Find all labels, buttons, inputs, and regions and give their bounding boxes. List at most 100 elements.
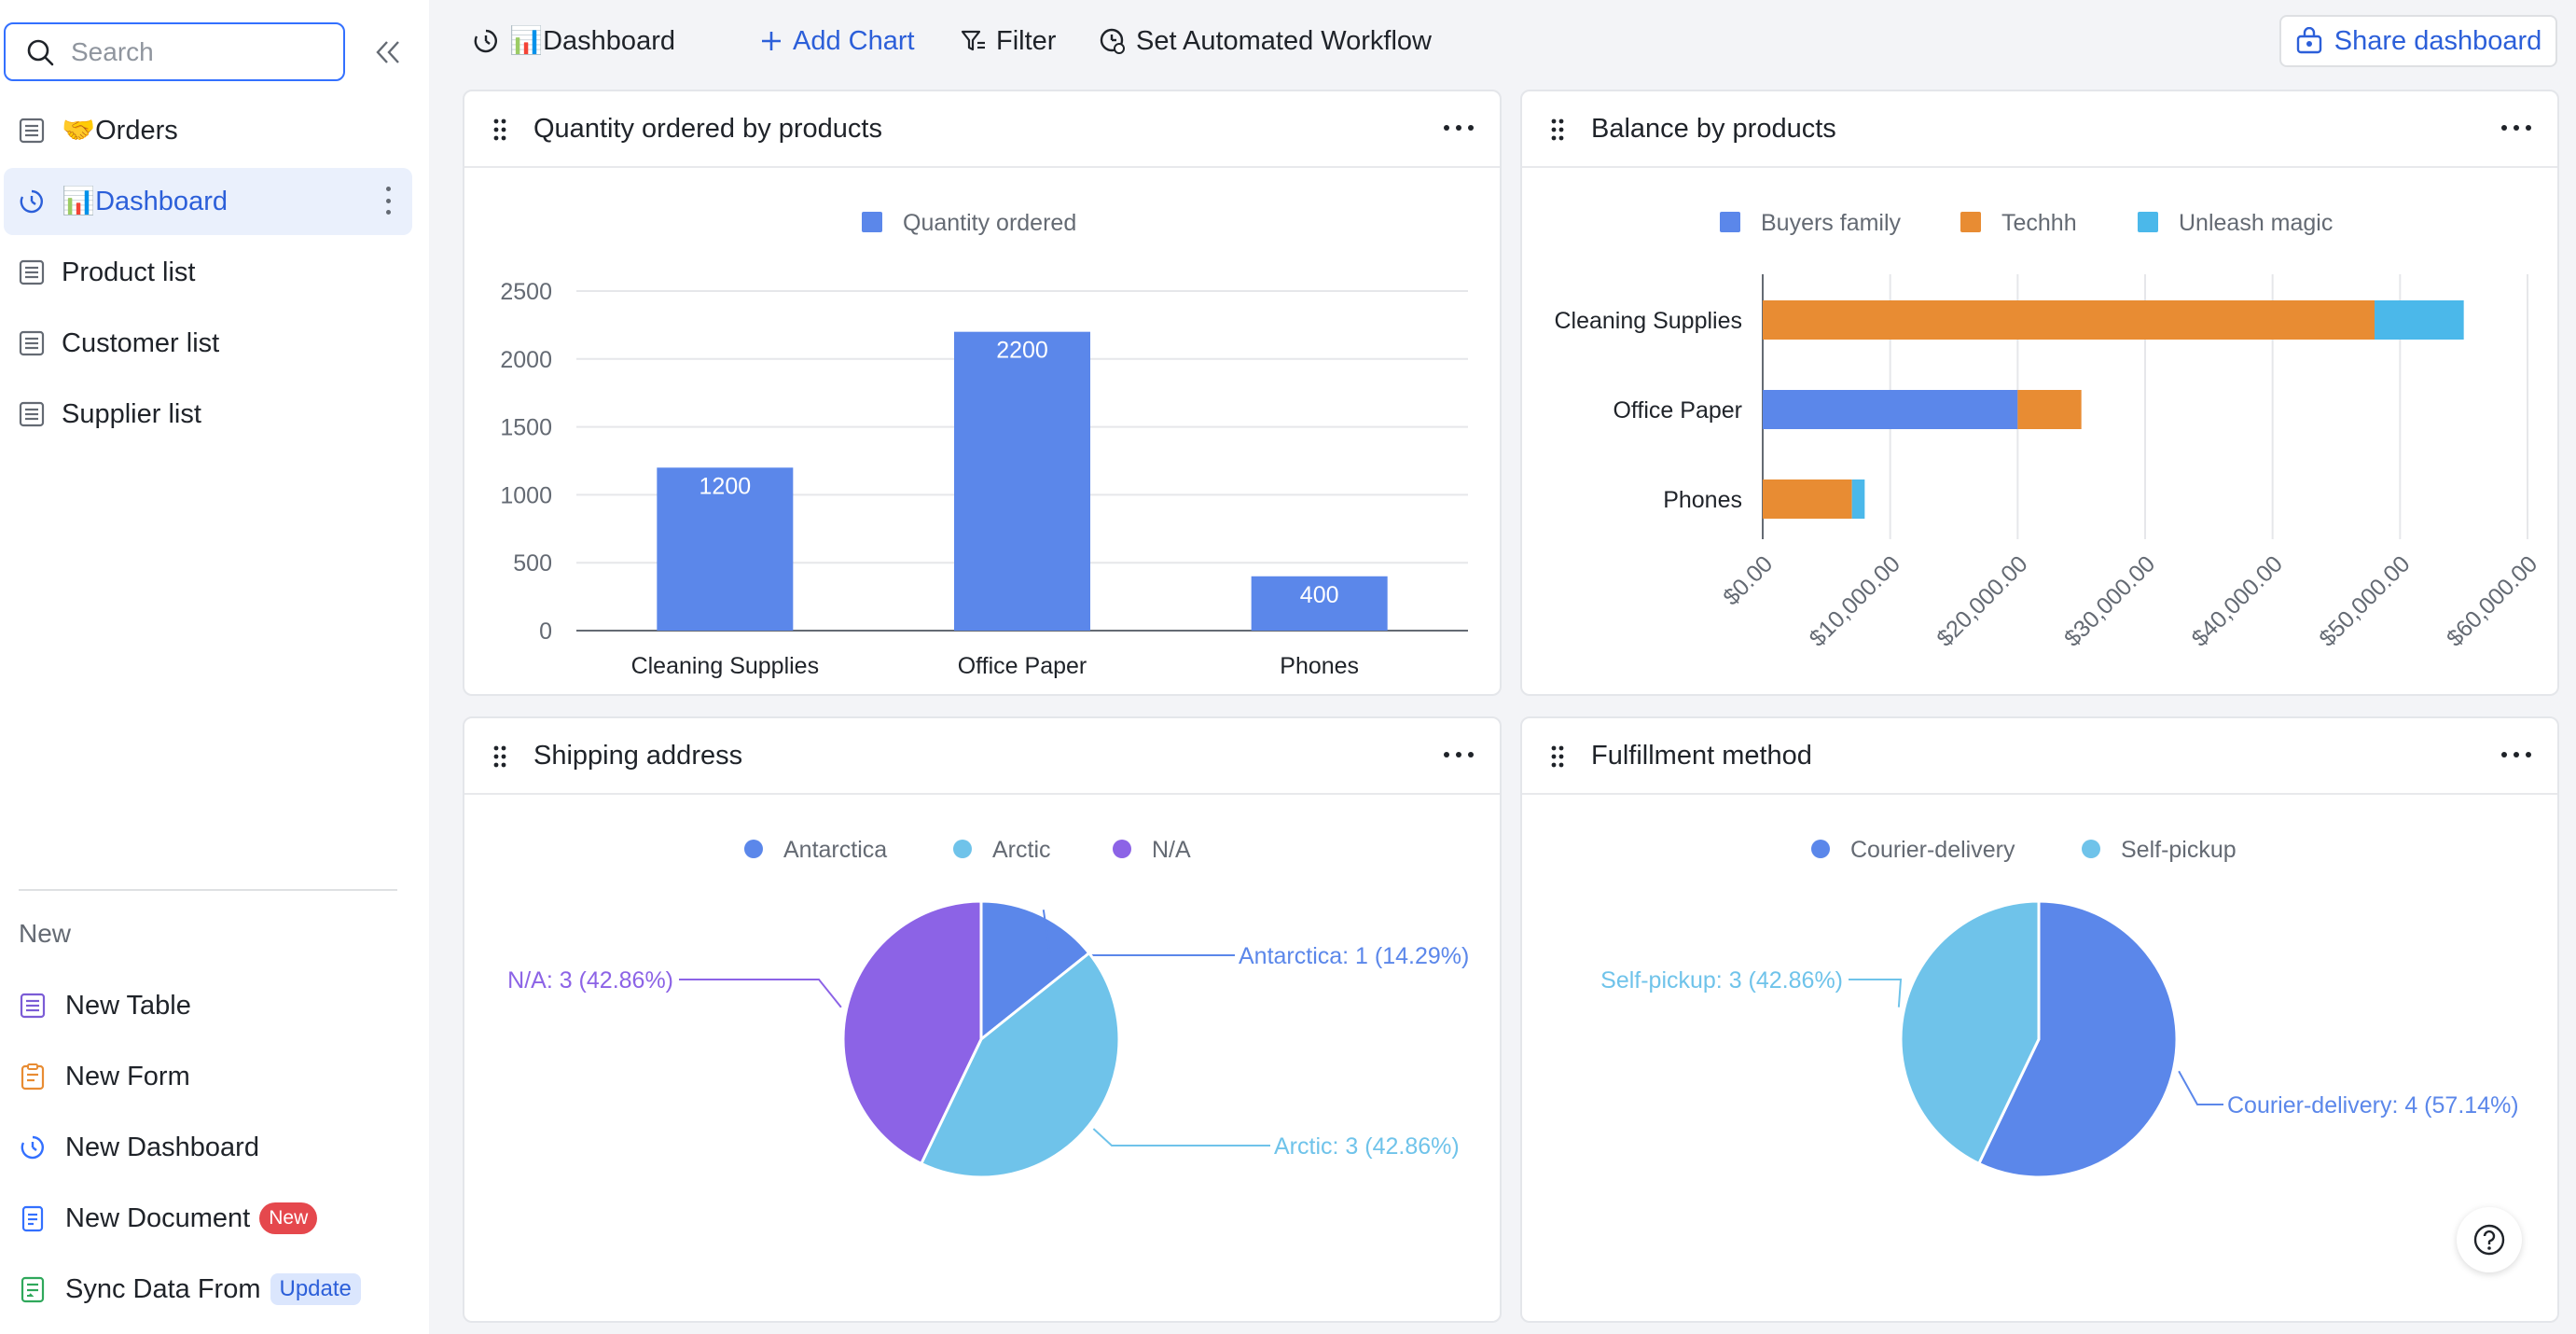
slice-label: Arctic: 3 (42.86%)	[1274, 1133, 1460, 1160]
x-tick-label: Phones	[1280, 653, 1359, 679]
legend-dot	[744, 840, 763, 858]
search-icon	[27, 39, 54, 65]
sidebar-item-dashboard[interactable]: 📊Dashboard	[4, 168, 412, 235]
top-toolbar: 📊Dashboard Add Chart Filter Set Automate…	[429, 0, 2576, 84]
x-tick-label: $40,000.00	[2187, 550, 2288, 651]
sidebar-item-label: Product list	[62, 257, 196, 287]
sidebar-item-label: 🤝Orders	[62, 116, 178, 146]
chart-card-quantity: Quantity ordered by products Quantity or…	[463, 90, 1502, 696]
drag-handle-icon[interactable]	[1550, 118, 1565, 142]
new-table-button[interactable]: New Table	[4, 975, 414, 1036]
drag-handle-icon[interactable]	[1550, 744, 1565, 769]
card-header: Balance by products	[1522, 91, 2557, 168]
chart-card-fulfillment: Fulfillment method Courier-delivery Self-…	[1520, 716, 2559, 1323]
new-item-label: New Document	[65, 1202, 251, 1233]
dashboard-icon	[474, 29, 497, 53]
dashboard-icon	[20, 189, 43, 214]
update-badge: Update	[270, 1273, 361, 1305]
pie-chart-fulfillment: Courier-delivery Self-pickup Courier-deliv…	[1600, 837, 2519, 1179]
drag-handle-icon[interactable]	[492, 744, 507, 769]
filter-icon	[961, 30, 985, 51]
card-title: Shipping address	[533, 741, 743, 771]
legend-label: Self-pickup	[2121, 837, 2237, 863]
plus-icon	[762, 32, 781, 50]
collapse-sidebar-button[interactable]	[369, 34, 407, 71]
y-tick-label: Cleaning Supplies	[1554, 308, 1742, 334]
new-item-label: New Dashboard	[65, 1132, 259, 1162]
new-dashboard-button[interactable]: New Dashboard	[4, 1117, 414, 1178]
leader-line	[679, 979, 842, 1008]
x-tick-label: $50,000.00	[2314, 550, 2415, 651]
document-icon	[21, 1205, 44, 1232]
y-tick-label: 500	[513, 550, 552, 577]
more-options-icon[interactable]	[1444, 125, 1474, 132]
sidebar-item-supplier-list[interactable]: Supplier list	[4, 381, 412, 448]
dashboard-icon	[21, 1135, 44, 1160]
new-document-button[interactable]: New Document New	[4, 1188, 414, 1249]
sidebar-divider	[19, 889, 397, 891]
x-tick-label: Office Paper	[958, 653, 1087, 679]
set-workflow-button[interactable]: Set Automated Workflow	[1099, 21, 1432, 62]
x-tick-label: Cleaning Supplies	[631, 653, 820, 679]
more-options-icon[interactable]	[384, 187, 392, 215]
pie-slice	[1899, 899, 2041, 1166]
card-title: Balance by products	[1591, 114, 1836, 144]
search-box[interactable]: Search	[4, 22, 345, 81]
dashboard-title: 📊Dashboard	[472, 21, 675, 62]
y-tick-label: Phones	[1663, 487, 1742, 513]
bar	[657, 467, 794, 631]
bar	[1251, 576, 1388, 631]
sidebar-item-orders[interactable]: 🤝Orders	[4, 97, 412, 164]
more-options-icon[interactable]	[2501, 125, 2531, 132]
bar-chart-quantity: Quantity ordered 0 500 1000 1500 2000 2500 1200…	[500, 210, 1468, 679]
bar-value-label: 2200	[996, 338, 1048, 364]
bar-segment	[1763, 390, 2018, 429]
y-tick-label: 0	[539, 618, 552, 645]
x-tick-label: $20,000.00	[1932, 550, 2032, 651]
sync-icon	[21, 1276, 45, 1303]
workflow-icon	[1100, 28, 1125, 54]
bar-segment	[1763, 300, 2375, 340]
add-chart-button[interactable]: Add Chart	[759, 21, 915, 62]
bar-segment	[2375, 300, 2464, 340]
more-options-icon[interactable]	[2501, 752, 2531, 759]
more-options-icon[interactable]	[1444, 752, 1474, 759]
pie-slice	[841, 899, 983, 1166]
card-header: Shipping address	[464, 718, 1500, 795]
sidebar-item-customer-list[interactable]: Customer list	[4, 310, 412, 377]
legend-label: Courier-delivery	[1850, 837, 2015, 863]
card-header: Quantity ordered by products	[464, 91, 1500, 168]
search-input[interactable]: Search	[71, 36, 154, 66]
help-button[interactable]	[2457, 1207, 2522, 1272]
table-icon	[19, 330, 45, 356]
new-section-title: New	[19, 919, 72, 948]
legend-label: Arctic	[992, 837, 1051, 863]
sidebar-item-product-list[interactable]: Product list	[4, 239, 412, 306]
new-form-button[interactable]: New Form	[4, 1046, 414, 1107]
y-tick-label: 2500	[500, 279, 552, 305]
y-tick-label: 1000	[500, 482, 552, 508]
legend-dot	[2082, 840, 2100, 858]
drag-handle-icon[interactable]	[492, 118, 507, 142]
y-tick-label: Office Paper	[1613, 397, 1742, 424]
sidebar-item-label: 📊Dashboard	[62, 187, 228, 216]
share-dashboard-button[interactable]: Share dashboard	[2279, 15, 2557, 67]
new-item-label: New Form	[65, 1061, 190, 1091]
new-item-label: Sync Data From	[65, 1273, 261, 1304]
sidebar-item-label: Supplier list	[62, 398, 201, 429]
legend-swatch	[1960, 212, 1981, 232]
legend-swatch	[862, 212, 882, 232]
bar-value-label: 1200	[699, 473, 752, 499]
x-tick-label: $0.00	[1718, 550, 1778, 610]
table-icon	[19, 118, 45, 144]
double-chevron-left-icon	[376, 41, 399, 63]
table-icon	[20, 993, 46, 1019]
sidebar-item-label: Customer list	[62, 327, 220, 358]
filter-button[interactable]: Filter	[961, 21, 1056, 62]
chart-card-shipping: Shipping address Antarctica Arctic N/A Anta…	[463, 716, 1502, 1323]
legend-label: N/A	[1152, 837, 1191, 863]
legend-label: Techhh	[2001, 210, 2077, 236]
share-icon	[2296, 27, 2321, 54]
add-chart-label: Add Chart	[793, 25, 915, 56]
sync-data-button[interactable]: Sync Data From Update	[4, 1258, 414, 1320]
